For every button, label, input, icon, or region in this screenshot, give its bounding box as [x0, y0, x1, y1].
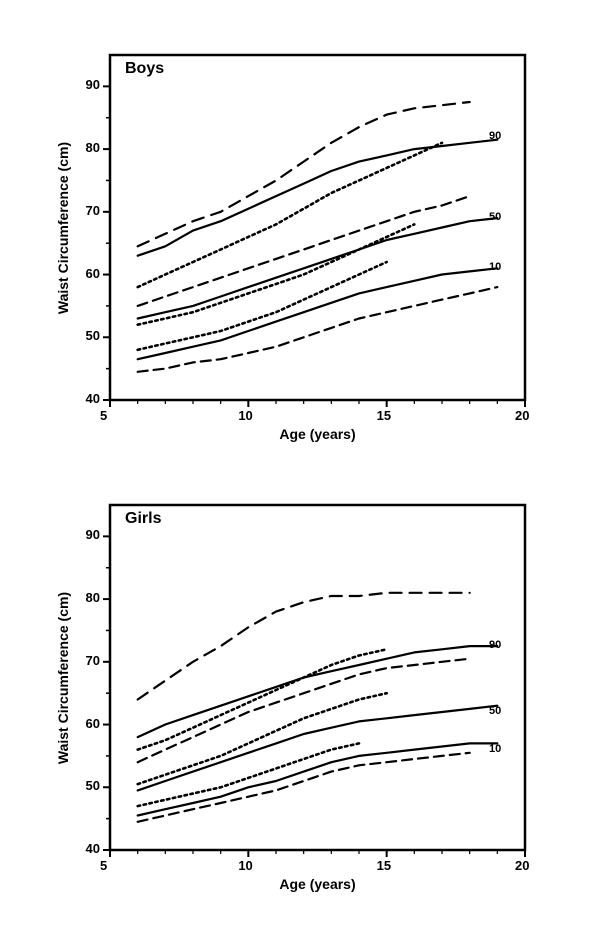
series-line	[138, 753, 470, 822]
x-tick-label: 5	[100, 408, 107, 423]
y-tick-label: 40	[86, 841, 100, 856]
y-tick-label: 90	[86, 77, 100, 92]
series-line	[138, 649, 387, 749]
x-tick-label: 5	[100, 858, 107, 873]
y-axis-label: Waist Circumference (cm)	[55, 141, 71, 313]
figure-container: 40 50 60 70 80 90 5 10 15 20 Boys Waist Circumferen…	[0, 0, 600, 937]
x-tick-label: 15	[377, 858, 391, 873]
percentile-label: 90	[489, 130, 501, 142]
y-tick-label: 60	[86, 266, 100, 281]
series-line	[138, 143, 442, 287]
series-line	[138, 659, 470, 763]
percentile-label: 10	[489, 743, 501, 755]
percentile-label: 50	[489, 705, 501, 717]
percentile-label: 50	[489, 211, 501, 223]
y-tick-label: 50	[86, 778, 100, 793]
percentile-label: 10	[489, 261, 501, 273]
x-axis-label: Age (years)	[279, 426, 355, 442]
y-tick-label: 40	[86, 391, 100, 406]
series-line	[138, 102, 470, 246]
x-tick-label: 10	[238, 858, 252, 873]
y-tick-label: 50	[86, 328, 100, 343]
series-line	[138, 140, 498, 256]
y-tick-label: 80	[86, 590, 100, 605]
x-tick-label: 10	[238, 408, 252, 423]
x-axis-label: Age (years)	[279, 876, 355, 892]
chart-svg	[55, 490, 555, 890]
x-tick-label: 15	[377, 408, 391, 423]
series-line	[138, 706, 498, 791]
series-line	[138, 262, 387, 350]
girls-panel: 40 50 60 70 80 90 5 10 15 20 Girls Waist Circumfere…	[55, 490, 555, 890]
series-line	[138, 196, 470, 306]
y-tick-label: 70	[86, 653, 100, 668]
y-tick-label: 80	[86, 140, 100, 155]
chart-svg	[55, 40, 555, 440]
panel-title: Boys	[125, 60, 164, 78]
y-axis-label: Waist Circumference (cm)	[55, 591, 71, 763]
series-line	[138, 593, 470, 700]
y-tick-label: 90	[86, 527, 100, 542]
series-line	[138, 646, 498, 737]
panel-title: Girls	[125, 510, 161, 528]
series-line	[138, 287, 498, 372]
percentile-label: 90	[489, 639, 501, 651]
x-tick-label: 20	[515, 858, 529, 873]
y-tick-label: 60	[86, 716, 100, 731]
y-tick-label: 70	[86, 203, 100, 218]
boys-panel: 40 50 60 70 80 90 5 10 15 20 Boys Waist Circumferen…	[55, 40, 555, 440]
x-tick-label: 20	[515, 408, 529, 423]
